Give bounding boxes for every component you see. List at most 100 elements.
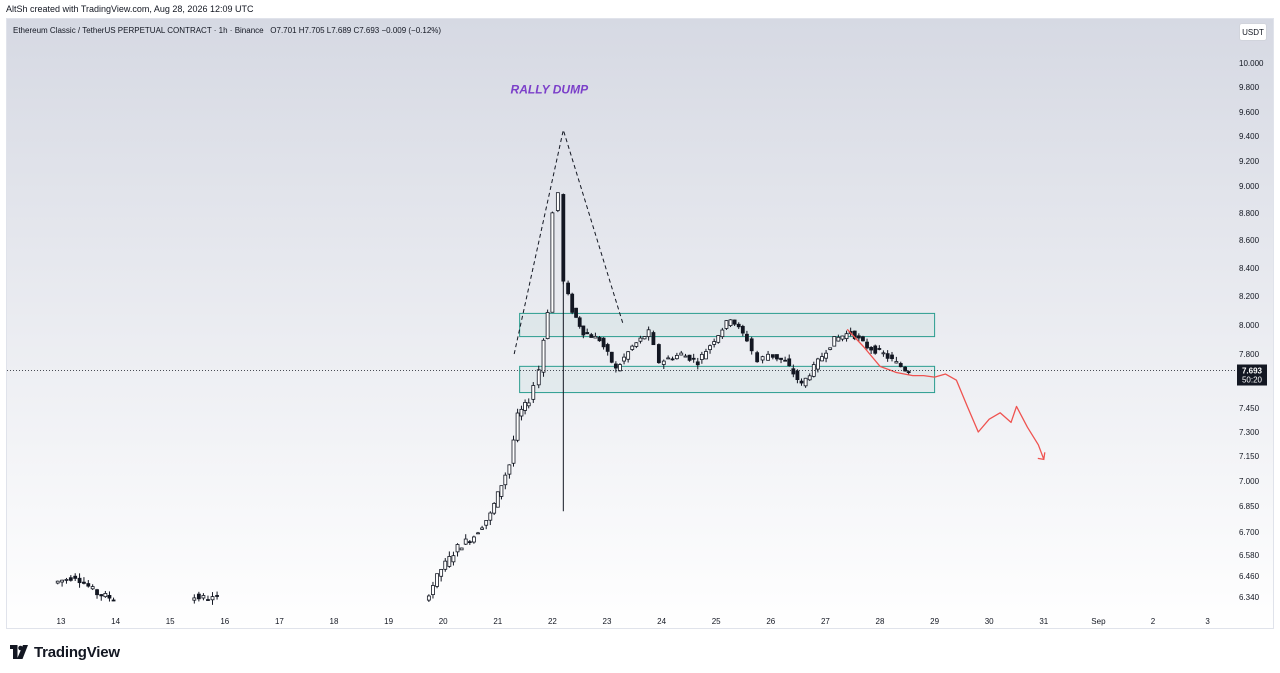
candle-body [605,344,610,352]
y-tick-label: 6.460 [1239,572,1260,581]
candle-body [861,336,865,342]
x-tick-label: 17 [275,617,284,626]
candle-body [704,351,708,360]
candle-body [873,345,878,354]
y-tick-label: 8.800 [1239,209,1260,218]
x-tick-label: 31 [1039,617,1048,626]
x-tick-label: 16 [220,617,229,626]
candle-body [459,547,464,551]
last-price-value: 7.693 [1242,367,1263,376]
candle-body [724,320,729,329]
price-chart[interactable]: 10.000 9.800 9.600 9.400 9.200 9.000 8.800 8.60… [7,19,1274,629]
candle-body [656,344,661,364]
candle-body [111,599,116,602]
candle-body [426,595,431,601]
candle-body [618,364,622,372]
candle-body [472,536,476,543]
x-tick-label: 22 [548,617,557,626]
candle-body [480,527,485,530]
candle-body [683,355,688,358]
candle-body [476,532,480,535]
candle-body [787,358,792,367]
candle-body [597,337,602,342]
candle-body [574,307,578,318]
candle-body [791,368,796,375]
symbol-legend: Ethereum Classic / TetherUS PERPETUAL CO… [13,26,441,35]
candle-body [894,361,899,364]
candle-body [783,359,788,362]
candle-body [799,380,804,384]
candle-body [526,402,531,407]
candle-body [589,334,594,338]
candle-body [728,319,733,327]
candle-body [55,580,60,584]
candle-body [638,337,643,342]
candle-body [492,503,497,514]
candle-body [447,556,452,567]
x-tick-label: 29 [930,617,939,626]
y-tick-label: 7.800 [1239,350,1260,359]
candle-body [732,319,737,325]
chart-pane[interactable]: 10.000 9.800 9.600 9.400 9.200 9.000 8.800 8.60… [6,18,1274,629]
candle-body [561,194,566,282]
last-price-badge [1237,364,1267,386]
candle-body [903,366,908,372]
tradingview-logo-icon [10,645,28,659]
x-tick-label: 27 [821,617,830,626]
candle-body [881,352,886,355]
candle-body [443,560,448,570]
candle-body [581,325,586,336]
candle-body [779,357,783,360]
rally-dump-dashed-line [513,128,624,355]
y-tick-label: 6.850 [1239,502,1260,511]
candle-body [877,348,882,350]
candle-body [531,385,536,400]
candle-body [622,356,626,362]
candle-body [699,353,704,360]
candle-body [630,345,635,350]
candle-body [795,370,800,381]
candle-body [507,464,512,475]
candle-body [90,586,95,590]
candle-body [431,585,435,596]
candle-body [455,544,460,553]
rally-dump-label: RALLY DUMP [511,82,590,96]
candle-body [712,341,717,345]
y-tick-label: 7.300 [1239,428,1260,437]
y-tick-label: 8.600 [1239,236,1260,245]
candle-body [570,293,575,313]
candle-body [73,575,78,579]
candle-body [820,356,824,362]
candle-body [503,474,508,486]
candle-body [720,329,725,338]
candle-body [488,512,493,521]
candle-body [555,192,560,211]
projection-line [846,328,1045,460]
candle-body [890,354,894,360]
candle-body [77,577,82,584]
y-tick-label: 7.150 [1239,452,1260,461]
candle-body [206,599,210,601]
symbol-title: Ethereum Classic / TetherUS PERPETUAL CO… [13,26,264,35]
candle-body [626,351,631,360]
y-tick-label: 8.400 [1239,264,1260,273]
candle-body [550,212,555,313]
candle-body [463,538,468,545]
candle-body [898,363,903,368]
candle-body [68,577,73,581]
candle-body [495,491,500,508]
candle-body [815,358,820,370]
y-tick-label: 9.000 [1239,182,1260,191]
candle-body [210,596,215,601]
candle-body [832,336,837,347]
candle-body [613,363,618,369]
candle-body [566,282,570,295]
candle-body [642,336,647,340]
brand-name: TradingView [34,643,120,661]
currency-button[interactable]: USDT [1239,23,1267,41]
chart-background [7,19,1273,628]
candle-body [601,337,606,348]
candle-body [82,581,86,584]
candle-body [86,583,91,587]
candle-body [523,402,527,411]
